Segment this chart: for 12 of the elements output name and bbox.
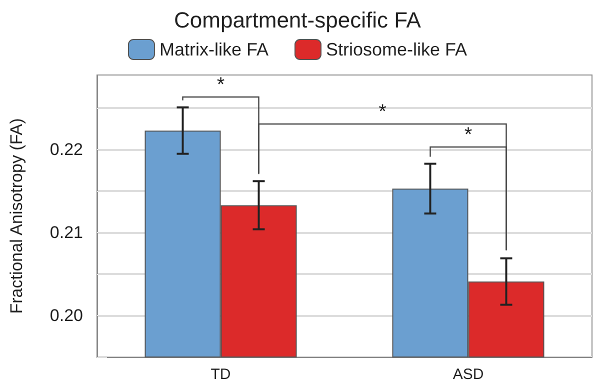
y-axis-title: Fractional Anisotropy (FA) <box>7 118 26 314</box>
annotation: * <box>216 74 225 96</box>
x-tick-label: TD <box>210 366 231 383</box>
y-tick-label: 0.22 <box>50 140 83 160</box>
y-tick-label: 0.20 <box>50 306 83 326</box>
legend-label: Matrix-like FA <box>159 40 268 60</box>
annotation: * <box>378 101 387 123</box>
x-tick-label: ASD <box>452 366 484 383</box>
legend-label: Striosome-like FA <box>326 40 468 60</box>
annotation: * <box>464 124 472 146</box>
chart-title: Compartment-specific FA <box>174 8 422 32</box>
y-tick-label: 0.21 <box>50 223 83 242</box>
